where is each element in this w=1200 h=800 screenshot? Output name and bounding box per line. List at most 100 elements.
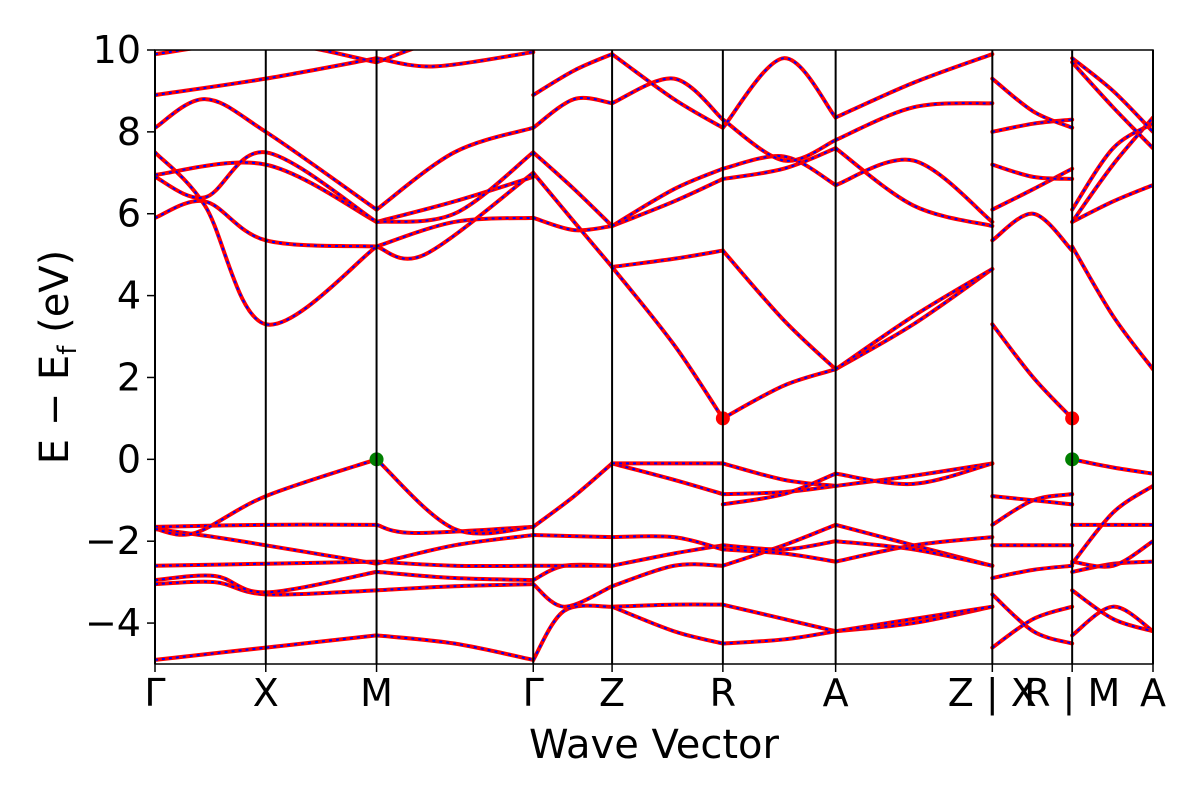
band-line-seg1-b8	[374, 174, 536, 224]
band-line-dashed-seg4-b6	[722, 462, 836, 487]
band-line-dashed-seg4-b8	[722, 249, 837, 371]
band-line-dashed-seg4-b13	[722, 57, 837, 129]
band-line-dashed-seg6-b5	[992, 495, 1073, 506]
x-tick-label-1: X	[253, 671, 279, 715]
band-line-seg1-b13	[374, 50, 416, 65]
band-line-dashed-seg0-b0	[155, 634, 377, 661]
x-tick-label-0: Γ	[144, 671, 165, 715]
band-line-dashed-seg6-b9	[992, 163, 1073, 180]
x-axis-label: Wave Vector	[529, 722, 780, 768]
plot-frame	[154, 49, 1154, 665]
x-tick-label-8: R | M	[1024, 671, 1120, 716]
band-line-dashed-seg4-b9	[722, 368, 836, 420]
band-line-seg7-b7	[1070, 244, 1153, 372]
band-line-dashed-seg7-b8	[1071, 184, 1153, 223]
y-tick-label-0: −4	[85, 601, 141, 645]
band-line-dashed-seg1-b1	[376, 583, 534, 592]
band-line-dashed-seg5-b4	[835, 540, 993, 567]
band-line-seg1-b7	[374, 170, 536, 261]
y-tick-label-6: 8	[117, 110, 141, 154]
band-line-dashed-seg4-b7	[722, 472, 837, 506]
band-line-dashed-seg3-b5	[611, 462, 724, 496]
band-line-seg7-b12	[1070, 56, 1153, 134]
band-line-dashed-seg2-b10	[532, 53, 613, 96]
band-line-seg0-b12	[155, 150, 379, 224]
band-line-dashed-seg1-b4	[376, 534, 534, 565]
band-line-dashed-seg3-b2	[611, 563, 723, 588]
y-tick-label-2: 0	[117, 437, 141, 481]
y-axis-label-subscript: f	[53, 345, 83, 355]
y-tick-label-3: 2	[117, 355, 141, 399]
band-line-dashed-seg7-b0	[1071, 605, 1153, 637]
band-line-dashed-seg1-b5	[376, 523, 534, 535]
x-axis-ticks: Γ X M Γ Z R A Z | XR | M A	[144, 664, 1166, 716]
band-line-dashed-seg3-b0	[612, 603, 723, 608]
y-tick-label-5: 6	[117, 192, 141, 236]
band-line-dashed-seg7-b2	[1071, 560, 1153, 573]
x-tick-label-6: A	[823, 671, 849, 715]
band-line-dashed-seg2-b5	[532, 462, 613, 528]
band-line-dashed-seg2-b7	[532, 172, 613, 268]
band-line-dashed-seg3-b4	[612, 535, 724, 551]
band-line-dashed-seg7-b10	[1071, 122, 1153, 211]
band-line-seg0-b11	[155, 97, 379, 212]
x-tick-label-5: R	[710, 671, 736, 715]
band-line-seg0-b2	[155, 569, 379, 595]
band-line-dashed-seg0-b7	[155, 199, 377, 248]
x-tick-label-9: A	[1140, 671, 1166, 715]
band-line-dashed-seg7-b1	[1071, 589, 1153, 633]
x-tick-label-2: M	[360, 671, 393, 715]
y-axis-label-main: E − E	[32, 355, 78, 465]
y-tick-label-7: 10	[93, 28, 141, 72]
band-line-dashed-seg3-b8	[611, 266, 724, 419]
band-line-dashed-seg6-b10	[992, 118, 1073, 133]
band-line-dashed-seg3-b12	[611, 53, 724, 129]
x-tick-label-3: Γ	[523, 671, 544, 715]
band-line-dashed-seg1-b11	[376, 151, 534, 223]
band-line-dashed-seg7-b5	[1071, 485, 1153, 565]
band-line-seg4-b3	[720, 547, 838, 564]
band-line-dashed-seg7-b11	[1071, 61, 1153, 149]
band-line-dashed-seg4-b11	[722, 155, 837, 186]
band-line-dashed-seg6-b0	[991, 605, 1073, 649]
band-line-dashed-seg6-b4	[991, 493, 1073, 526]
band-line-dashed-seg1-b3	[376, 560, 534, 568]
band-line-seg2-b4	[531, 533, 615, 540]
y-axis-label-unit: (eV)	[32, 250, 78, 346]
band-line-dashed-seg4-b12	[722, 118, 837, 162]
band-line-dashed-seg2-b0	[532, 604, 613, 661]
band-line-dashed-seg3-b9	[611, 178, 724, 227]
band-line-dashed-seg4-b2	[722, 523, 837, 567]
band-line-dashed-seg3-b7	[611, 249, 724, 268]
band-line-dashed-seg3-b11	[611, 77, 724, 121]
band-line-dashed-seg7-b3	[1072, 540, 1153, 568]
band-line-seg0-b6	[155, 457, 379, 537]
band-line-dashed-seg1-b0	[376, 634, 534, 661]
x-tick-label-7: Z | X	[948, 671, 1037, 716]
band-line-dashed-seg6-b7	[991, 212, 1073, 252]
y-axis-ticks: −4 −2 0 2 4 6 8 10	[85, 28, 155, 645]
band-line-dashed-seg3-b10	[611, 167, 724, 227]
y-axis-label: E − Ef (eV)	[32, 250, 83, 465]
band-line-dashed-seg5-b9	[835, 147, 993, 227]
band-line-dashed-seg5-b12	[835, 53, 993, 119]
x-tick-label-4: Z	[599, 671, 625, 715]
band-line-seg4-b1	[720, 629, 838, 646]
band-line-dashed-seg0-b9	[155, 151, 378, 326]
band-line-dashed-seg4-b10	[722, 147, 837, 180]
band-line-dashed-seg5-b11	[835, 102, 993, 141]
band-line-dashed-seg2-b1	[532, 583, 613, 608]
band-lines	[155, 50, 1153, 662]
band-line-dashed-seg7-b6	[1071, 458, 1153, 475]
band-line-dashed-seg7-b9	[1071, 116, 1153, 223]
band-line-dashed-seg1-b12	[376, 51, 534, 68]
band-line-dashed-seg1-b9	[376, 216, 534, 248]
band-line-dashed-seg0-b4	[155, 527, 377, 565]
band-line-dashed-seg0-b10	[155, 57, 377, 97]
band-line-dashed-seg2-b9	[532, 96, 613, 129]
axes-border	[154, 49, 1154, 665]
band-line-dashed-seg5-b5	[835, 462, 993, 487]
band-line-dashed-seg5-b8	[835, 268, 993, 371]
band-line-dashed-seg0-b13	[155, 50, 377, 64]
